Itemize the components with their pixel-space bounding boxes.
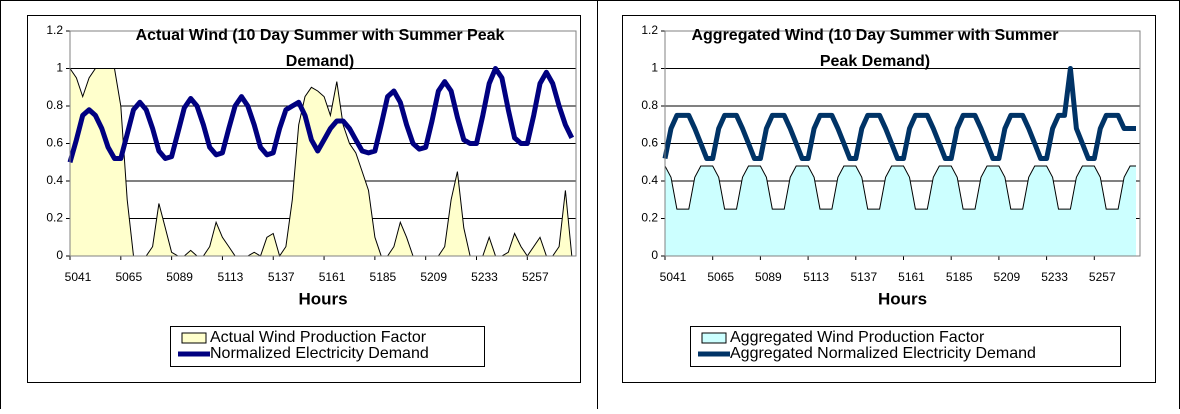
line [67,66,575,163]
plot-border [664,30,1141,257]
title-box: Actual Wind (10 Day Summer with Summer P… [135,27,505,70]
y-tick-label: 0.6 [46,136,63,150]
legend-label: Normalized Electricity Demand [210,345,429,362]
legend-swatch [181,332,207,344]
area-outline [664,165,1136,210]
x-tick-label: 5233 [1041,270,1068,284]
area-fill [665,166,1136,256]
area-outline [69,68,573,258]
y-tick-label: 0.2 [46,211,63,225]
y-tick-label: 0.2 [641,211,658,225]
y-tick-label: 0.4 [641,173,658,187]
y-tick-label: 0.8 [641,98,658,112]
x-tick-label: 5257 [1089,270,1116,284]
x-tick-label: 5113 [218,270,244,284]
x-tick-label: 5233 [471,270,498,284]
y-tick-label: 0.4 [46,173,63,187]
area-fill [70,68,572,256]
x-tick-label: 5185 [370,270,397,284]
y-tick-label: 1.2 [46,23,63,37]
y-tick-label: 0.6 [641,136,658,150]
x-tick-label: 5137 [850,270,877,284]
x-tick-label: 5209 [994,270,1021,284]
x-tick-label: 5209 [420,270,447,284]
y-tick-label: 0 [651,248,658,262]
legend-label: Actual Wind Production Factor [210,329,427,346]
x-tick-label: 5089 [755,270,782,284]
y-tick-label: 1 [56,61,63,75]
legend-swatch [701,332,727,344]
x-tick-label: 5065 [115,270,142,284]
plot-border [69,30,577,257]
title-box: Aggregated Wind (10 Day Summer with Summ… [691,27,1059,70]
x-tick-label: 5041 [65,270,92,284]
x-tick-label: 5161 [898,270,925,284]
legend-box [170,326,485,367]
x-tick-label: 5161 [319,270,346,284]
x-tick-label: 5257 [522,270,549,284]
x-tick-label: 5089 [166,270,193,284]
legend-box [690,326,1121,367]
legend-label: Aggregated Normalized Electricity Demand [730,345,1036,362]
x-tick-label: 5185 [946,270,973,284]
y-tick-label: 0.8 [46,98,63,112]
line [662,66,1136,161]
x-axis-label: Hours [298,289,347,308]
y-tick-label: 1 [651,61,658,75]
chart-title: Aggregated Wind (10 Day Summer with Summ… [691,27,1059,70]
x-tick-label: 5113 [803,270,829,284]
x-axis-label: Hours [878,289,927,308]
x-tick-label: 5137 [268,270,295,284]
y-tick-label: 1.2 [641,23,658,37]
chart-title: Actual Wind (10 Day Summer with Summer P… [135,27,505,70]
x-tick-label: 5065 [707,270,734,284]
legend-label: Aggregated Wind Production Factor [730,329,985,346]
x-tick-label: 5041 [660,270,687,284]
y-tick-label: 0 [56,248,63,262]
